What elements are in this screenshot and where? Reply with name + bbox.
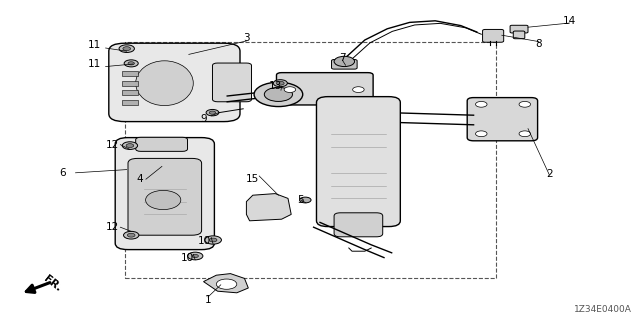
Text: 6: 6 bbox=[60, 168, 66, 178]
Bar bbox=[122, 100, 138, 105]
Text: 10: 10 bbox=[180, 252, 193, 263]
Circle shape bbox=[476, 101, 487, 107]
Circle shape bbox=[300, 197, 311, 203]
Circle shape bbox=[192, 254, 198, 258]
FancyBboxPatch shape bbox=[467, 98, 538, 141]
Text: 11: 11 bbox=[88, 59, 101, 69]
Text: 4: 4 bbox=[136, 174, 143, 184]
FancyBboxPatch shape bbox=[510, 25, 528, 33]
Bar bbox=[122, 71, 138, 76]
Circle shape bbox=[124, 231, 139, 239]
Text: 9: 9 bbox=[200, 114, 207, 124]
FancyBboxPatch shape bbox=[212, 63, 252, 102]
Text: 15: 15 bbox=[246, 174, 259, 184]
Circle shape bbox=[124, 60, 138, 67]
Bar bbox=[122, 90, 138, 95]
Circle shape bbox=[128, 62, 134, 65]
Circle shape bbox=[127, 233, 135, 237]
Text: 1: 1 bbox=[205, 295, 211, 305]
FancyBboxPatch shape bbox=[128, 158, 202, 235]
FancyBboxPatch shape bbox=[317, 97, 401, 227]
Circle shape bbox=[254, 82, 303, 107]
Circle shape bbox=[122, 142, 138, 149]
FancyBboxPatch shape bbox=[136, 137, 188, 151]
Circle shape bbox=[353, 87, 364, 92]
Text: 5: 5 bbox=[298, 195, 304, 205]
Circle shape bbox=[334, 56, 355, 67]
Text: 12: 12 bbox=[106, 222, 118, 232]
Circle shape bbox=[205, 236, 221, 244]
Circle shape bbox=[276, 81, 284, 85]
Text: 10: 10 bbox=[198, 236, 211, 246]
FancyBboxPatch shape bbox=[334, 213, 383, 237]
FancyBboxPatch shape bbox=[513, 31, 525, 39]
Circle shape bbox=[519, 131, 531, 137]
Text: 13: 13 bbox=[269, 81, 282, 92]
Bar bbox=[125, 42, 496, 278]
Text: 1Z34E0400A: 1Z34E0400A bbox=[575, 305, 632, 314]
FancyBboxPatch shape bbox=[276, 73, 373, 105]
Text: FR.: FR. bbox=[42, 274, 63, 294]
Ellipse shape bbox=[136, 61, 193, 106]
Circle shape bbox=[264, 87, 292, 101]
Circle shape bbox=[206, 109, 219, 116]
Circle shape bbox=[188, 252, 203, 260]
Ellipse shape bbox=[146, 190, 180, 210]
FancyBboxPatch shape bbox=[332, 60, 357, 69]
Circle shape bbox=[273, 80, 287, 87]
FancyBboxPatch shape bbox=[115, 138, 214, 250]
Circle shape bbox=[216, 279, 237, 289]
Circle shape bbox=[209, 111, 216, 114]
Text: 3: 3 bbox=[243, 33, 250, 43]
Text: 8: 8 bbox=[536, 39, 542, 49]
Circle shape bbox=[476, 131, 487, 137]
Text: 11: 11 bbox=[88, 40, 101, 51]
Text: 2: 2 bbox=[546, 169, 552, 180]
Circle shape bbox=[209, 238, 217, 242]
Bar bbox=[122, 81, 138, 86]
Circle shape bbox=[123, 47, 131, 51]
FancyBboxPatch shape bbox=[109, 43, 240, 122]
Circle shape bbox=[519, 101, 531, 107]
Polygon shape bbox=[246, 194, 291, 221]
Circle shape bbox=[126, 144, 134, 148]
Text: 12: 12 bbox=[106, 140, 118, 150]
Circle shape bbox=[284, 87, 296, 92]
FancyBboxPatch shape bbox=[483, 29, 504, 42]
Text: 7: 7 bbox=[339, 52, 346, 63]
Text: 14: 14 bbox=[563, 16, 576, 26]
Circle shape bbox=[119, 45, 134, 52]
Polygon shape bbox=[204, 274, 248, 293]
